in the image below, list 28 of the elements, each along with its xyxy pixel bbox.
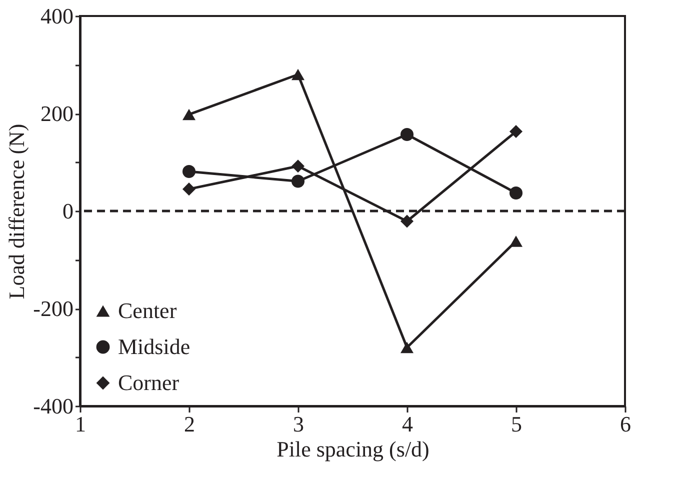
legend-label: Corner: [118, 370, 180, 395]
point: [291, 174, 305, 188]
point: [291, 68, 305, 80]
y-tick-label: -200: [33, 296, 74, 321]
x-tick-label: 2: [184, 412, 195, 436]
point: [182, 182, 196, 196]
x-tick-label: 1: [75, 412, 86, 436]
legend-label: Center: [118, 298, 178, 323]
x-tick-label: 4: [402, 412, 413, 436]
point: [509, 125, 523, 138]
x-tick-label: 6: [620, 412, 631, 436]
point: [400, 128, 414, 141]
point: [291, 160, 305, 173]
y-tick-label: 0: [62, 198, 74, 224]
legend-label: Midside: [118, 334, 190, 359]
point: [400, 214, 414, 228]
y-tick-label: 200: [40, 101, 74, 126]
y-tick-label: 400: [40, 4, 74, 28]
x-axis-title: Pile spacing (s/d): [276, 436, 430, 462]
point: [182, 108, 196, 120]
x-tick-label: 3: [293, 412, 304, 436]
x-tick-label: 5: [511, 412, 522, 436]
point: [400, 342, 414, 354]
point: [182, 165, 196, 178]
point: [509, 236, 523, 247]
point: [509, 186, 523, 200]
y-axis-title: Load difference (N): [4, 124, 30, 300]
y-tick-label: -400: [33, 394, 74, 418]
